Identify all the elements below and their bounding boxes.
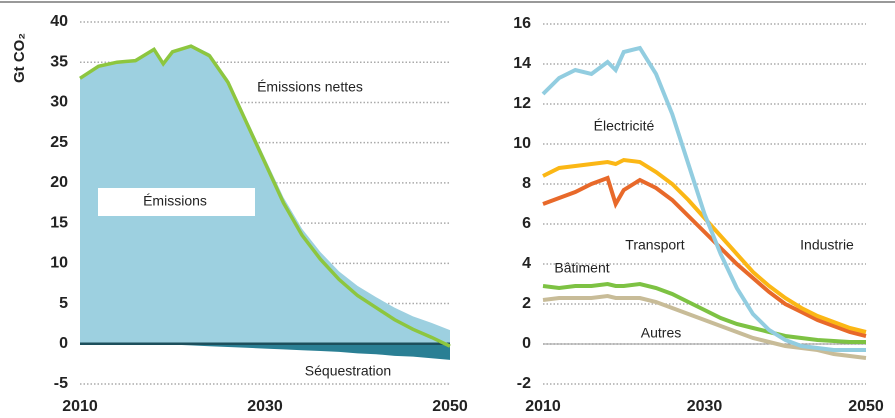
y-tick-label: 10 xyxy=(513,135,531,152)
x-tick-label: 2050 xyxy=(432,398,468,415)
line xyxy=(542,157,867,334)
y-tick-label: 12 xyxy=(513,95,531,112)
series-label: Séquestration xyxy=(305,363,391,379)
y-axis-label: Gt CO₂ xyxy=(11,33,28,83)
x-tick-label: 2050 xyxy=(848,398,884,415)
y-tick-label: 35 xyxy=(50,53,68,70)
y-tick-label: 4 xyxy=(522,255,531,272)
y-tick-label: 25 xyxy=(50,134,68,151)
line xyxy=(542,281,866,344)
y-tick-label: 5 xyxy=(59,295,68,312)
line xyxy=(79,44,451,348)
y-tick-label: 2 xyxy=(522,295,531,312)
y-tick-label: 10 xyxy=(50,255,68,272)
x-tick-label: 2030 xyxy=(687,398,723,415)
y-tick-label: 20 xyxy=(50,174,68,191)
y-tick-label: 14 xyxy=(513,55,531,72)
x-tick-label: 2030 xyxy=(247,398,283,415)
x-tick-label: 2010 xyxy=(62,398,98,415)
y-tick-label: -5 xyxy=(54,375,68,392)
series-label: Autres xyxy=(641,325,681,341)
y-tick-label: 0 xyxy=(522,335,531,352)
area xyxy=(80,343,450,360)
y-tick-label: 30 xyxy=(50,94,68,111)
series-label: Transport xyxy=(625,237,685,253)
y-tick-label: -2 xyxy=(517,375,531,392)
series-label: Émissions xyxy=(143,193,207,209)
y-tick-label: 15 xyxy=(50,214,68,231)
area xyxy=(80,44,450,344)
series-label: Électricité xyxy=(594,118,655,134)
y-tick-label: 6 xyxy=(522,215,531,232)
y-tick-label: 8 xyxy=(522,175,531,192)
label-box xyxy=(98,188,255,216)
y-tick-label: 40 xyxy=(50,13,68,30)
line xyxy=(541,45,866,352)
y-tick-label: 0 xyxy=(59,335,68,352)
y-tick-label: 16 xyxy=(513,15,531,32)
x-tick-label: 2010 xyxy=(525,398,561,415)
series-label: Émissions nettes xyxy=(257,79,363,95)
series-label: Bâtiment xyxy=(554,260,609,276)
line xyxy=(542,175,867,338)
series-label: Industrie xyxy=(800,237,854,253)
